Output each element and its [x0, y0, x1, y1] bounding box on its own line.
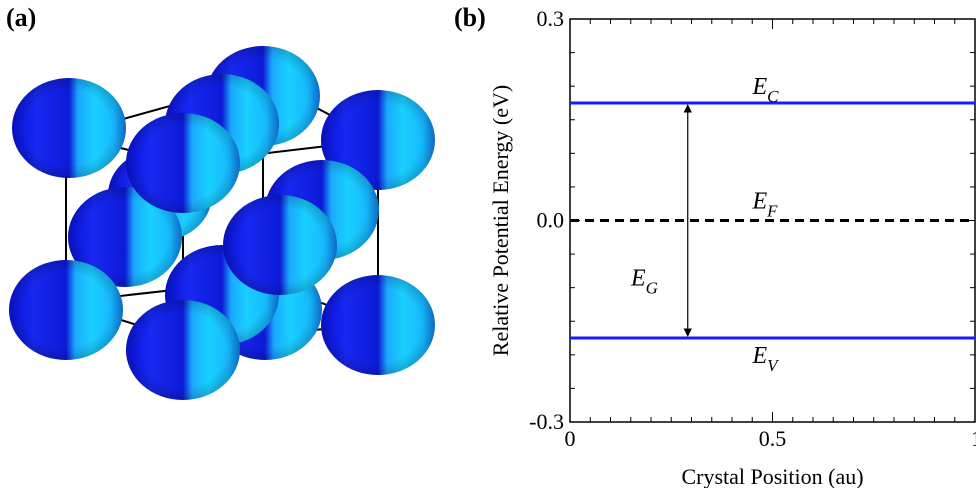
atom-sphere [223, 195, 337, 295]
y-axis-title: Relative Potential Energy (eV) [488, 85, 513, 356]
y-tick-label: 0.0 [537, 208, 565, 233]
x-tick-label: 0 [565, 426, 576, 451]
panel-a-label: (a) [6, 3, 36, 32]
atom-sphere [321, 90, 435, 190]
atom-sphere [12, 78, 126, 178]
atom-sphere [68, 187, 182, 287]
atom-sphere [9, 260, 123, 360]
x-tick-label: 1 [971, 426, 976, 451]
y-tick-label: -0.3 [529, 409, 564, 434]
level-label-c: EC [752, 74, 780, 106]
y-tick-label: 0.3 [537, 6, 565, 31]
x-tick-label: 0.5 [759, 426, 787, 451]
level-label-g: EG [630, 266, 658, 298]
x-axis-title: Crystal Position (au) [681, 464, 863, 488]
level-label-f: EF [752, 188, 779, 220]
atom-sphere [126, 300, 240, 400]
level-label-v: EV [752, 343, 781, 375]
crystal-lattice-model [9, 46, 435, 400]
energy-band-chart: -0.3 0.0 0.3 0 0.5 1 Crystal Position (au) Rela… [488, 6, 976, 488]
lattice-atoms [9, 46, 435, 400]
atom-sphere [126, 113, 240, 213]
atom-sphere [321, 275, 435, 375]
panel-b-label: (b) [454, 3, 486, 32]
